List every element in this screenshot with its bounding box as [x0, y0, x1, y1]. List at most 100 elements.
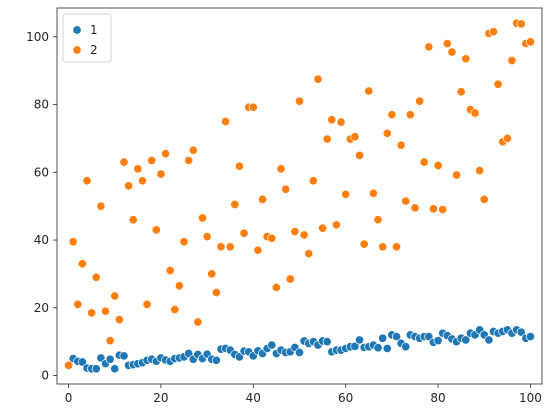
point-series-2 — [396, 140, 406, 150]
point-series-2 — [87, 308, 97, 318]
point-series-2 — [502, 133, 512, 143]
y-tick-label: 100 — [26, 30, 49, 44]
point-series-2 — [184, 155, 194, 165]
point-series-2 — [336, 117, 346, 127]
point-series-2 — [294, 96, 305, 106]
point-series-2 — [211, 287, 221, 298]
point-series-2 — [96, 201, 106, 211]
legend-label-2: 2 — [90, 43, 98, 57]
point-series-2 — [105, 336, 115, 346]
y-tick-label: 60 — [34, 165, 49, 179]
legend: 12 — [62, 13, 112, 63]
point-series-2 — [253, 245, 263, 255]
point-series-2 — [267, 233, 277, 243]
point-series-2 — [304, 249, 314, 259]
point-series-2 — [285, 274, 295, 284]
point-series-2 — [318, 223, 328, 233]
point-series-2 — [327, 115, 337, 125]
point-series-2 — [442, 39, 452, 49]
point-series-2 — [290, 227, 300, 237]
point-series-1 — [322, 337, 332, 347]
point-series-2 — [308, 176, 318, 186]
point-series-1 — [378, 333, 388, 343]
point-series-2 — [341, 189, 351, 199]
point-series-2 — [68, 237, 78, 247]
point-series-2 — [82, 176, 92, 186]
legend-label-1: 1 — [90, 23, 98, 37]
point-series-2 — [124, 181, 134, 191]
point-series-2 — [216, 242, 226, 252]
point-series-1 — [354, 335, 365, 345]
point-series-2 — [77, 259, 87, 269]
point-series-2 — [133, 164, 143, 174]
point-series-2 — [391, 242, 402, 252]
point-series-2 — [322, 134, 332, 144]
point-series-2 — [424, 42, 434, 52]
point-series-2 — [276, 164, 286, 174]
point-series-1 — [105, 354, 115, 364]
point-series-1 — [294, 347, 305, 358]
y-axis-ticks: 0 20 40 60 80 100 — [26, 30, 57, 383]
y-tick-label: 80 — [34, 98, 49, 112]
point-series-2 — [188, 145, 198, 155]
point-series-2 — [488, 27, 499, 37]
point-series-2 — [364, 86, 374, 96]
point-series-2 — [331, 220, 341, 230]
point-series-2 — [142, 299, 152, 309]
point-series-2 — [207, 269, 217, 279]
point-series-2 — [281, 184, 291, 194]
point-series-2 — [156, 169, 166, 179]
point-series-2 — [257, 194, 268, 204]
point-series-2 — [170, 304, 180, 315]
series-2 — [64, 18, 535, 370]
point-series-2 — [387, 110, 397, 120]
point-series-2 — [359, 239, 369, 249]
point-series-2 — [151, 225, 161, 235]
point-series-2 — [119, 157, 129, 167]
point-series-1 — [461, 335, 471, 345]
x-tick-label: 20 — [153, 391, 168, 405]
point-series-2 — [202, 232, 212, 242]
point-series-1 — [119, 351, 129, 361]
point-series-2 — [428, 204, 438, 214]
point-series-2 — [64, 360, 74, 370]
x-tick-label: 60 — [338, 391, 353, 405]
y-tick-label: 40 — [34, 233, 49, 247]
point-series-2 — [415, 96, 425, 106]
x-tick-label: 0 — [65, 391, 73, 405]
y-tick-label: 20 — [34, 301, 49, 315]
x-axis-ticks: 0 20 40 60 80 100 — [65, 384, 542, 405]
point-series-1 — [433, 336, 443, 346]
point-series-2 — [405, 110, 415, 120]
point-series-1 — [267, 340, 277, 350]
point-series-1 — [391, 332, 402, 342]
point-series-2 — [110, 291, 120, 301]
point-series-2 — [525, 37, 535, 47]
point-series-2 — [447, 47, 457, 57]
series-1 — [64, 325, 535, 374]
point-series-2 — [378, 242, 388, 252]
point-series-2 — [114, 315, 124, 325]
point-series-2 — [197, 213, 208, 223]
x-tick-label: 80 — [430, 391, 445, 405]
point-series-1 — [401, 342, 411, 352]
point-series-2 — [100, 306, 111, 316]
point-series-2 — [174, 281, 184, 291]
point-series-2 — [456, 87, 466, 97]
point-series-1 — [77, 357, 87, 367]
point-series-2 — [128, 215, 138, 225]
point-series-2 — [137, 176, 147, 186]
point-series-2 — [73, 299, 83, 309]
legend-marker-1 — [72, 25, 82, 35]
point-series-2 — [225, 242, 235, 252]
point-series-2 — [368, 188, 378, 198]
x-tick-label: 100 — [519, 391, 542, 405]
legend-marker-2 — [72, 45, 82, 55]
point-series-1 — [91, 364, 101, 374]
point-series-2 — [451, 170, 462, 180]
point-series-2 — [438, 205, 448, 215]
y-tick-label: 0 — [41, 369, 49, 383]
point-series-2 — [248, 102, 258, 112]
